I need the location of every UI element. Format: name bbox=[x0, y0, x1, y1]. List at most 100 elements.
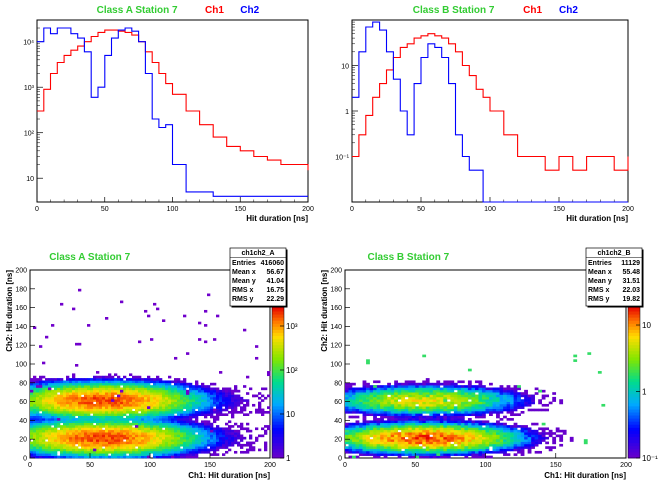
heatmap-cell bbox=[132, 432, 136, 435]
heatmap-cell bbox=[517, 429, 521, 433]
heatmap-cell bbox=[401, 450, 406, 454]
y-tick-label: 10² bbox=[24, 131, 35, 138]
heatmap-cell bbox=[45, 455, 49, 459]
heatmap-cell bbox=[135, 418, 139, 421]
heatmap-cell bbox=[153, 420, 157, 424]
heatmap-cell bbox=[429, 418, 434, 421]
heatmap-cell bbox=[45, 427, 49, 431]
heatmap-cell bbox=[129, 422, 133, 426]
heatmap-cell bbox=[255, 439, 259, 442]
heatmap-cell bbox=[66, 436, 70, 440]
heatmap-cell bbox=[45, 406, 49, 409]
heatmap-cell bbox=[411, 427, 416, 431]
heatmap-cell bbox=[42, 408, 46, 412]
heatmap-cell bbox=[108, 450, 112, 454]
heatmap-cell bbox=[485, 436, 490, 440]
heatmap-cell bbox=[387, 422, 391, 426]
series-line-ch2 bbox=[352, 21, 628, 203]
heatmap-cell bbox=[538, 441, 542, 445]
heatmap-cell bbox=[443, 441, 448, 445]
heatmap-cell bbox=[527, 441, 532, 445]
heatmap-cell bbox=[383, 434, 388, 438]
heatmap-cell bbox=[144, 425, 148, 428]
heatmap-cell bbox=[195, 413, 199, 416]
heatmap-cell bbox=[415, 446, 420, 449]
heatmap-cell bbox=[380, 413, 384, 416]
heatmap-cell bbox=[467, 441, 472, 445]
heatmap-cell bbox=[96, 455, 100, 459]
palette-step bbox=[272, 338, 284, 343]
heatmap-cell bbox=[129, 443, 133, 447]
heatmap-cell bbox=[531, 436, 535, 440]
heatmap-cell bbox=[33, 422, 37, 426]
heatmap-cell bbox=[99, 401, 103, 405]
heatmap-cell bbox=[51, 443, 55, 447]
y-tick-label: 100 bbox=[330, 362, 342, 369]
heatmap-cell bbox=[219, 394, 223, 398]
heatmap-cell bbox=[102, 392, 106, 395]
heatmap-cell bbox=[69, 455, 73, 459]
heatmap-cell bbox=[359, 439, 363, 442]
heatmap-cell bbox=[425, 436, 430, 440]
heatmap-cell bbox=[123, 425, 127, 428]
heatmap-cell bbox=[503, 408, 507, 412]
heatmap-cell bbox=[446, 387, 451, 391]
heatmap-cell bbox=[93, 418, 97, 421]
heatmap-cell bbox=[425, 418, 430, 421]
heatmap-cell bbox=[439, 411, 444, 414]
heatmap-cell bbox=[264, 441, 268, 445]
heatmap-cell bbox=[42, 443, 46, 447]
heatmap-cell bbox=[180, 439, 184, 442]
heatmap-cell bbox=[192, 453, 196, 456]
heatmap-cell bbox=[75, 364, 79, 367]
heatmap-cell bbox=[72, 448, 76, 452]
heatmap-cell bbox=[240, 408, 244, 412]
heatmap-cell bbox=[499, 401, 504, 405]
heatmap-cell bbox=[408, 450, 413, 454]
stats-label: RMS y bbox=[588, 296, 610, 303]
heatmap-cell bbox=[210, 392, 214, 395]
heatmap-cell bbox=[105, 436, 109, 440]
heatmap-cell bbox=[129, 441, 133, 445]
heatmap-cell bbox=[422, 434, 427, 438]
heatmap-cell bbox=[460, 380, 465, 384]
heatmap-cell bbox=[114, 411, 118, 414]
heatmap-cell bbox=[425, 439, 430, 442]
heatmap-cell bbox=[425, 446, 430, 449]
heatmap-cell bbox=[240, 446, 244, 449]
heatmap-cell bbox=[42, 411, 46, 414]
heatmap-cell bbox=[144, 432, 148, 435]
heatmap-cell bbox=[534, 408, 539, 412]
heatmap-cell bbox=[114, 387, 118, 391]
heatmap-cell bbox=[138, 436, 142, 440]
heatmap-cell bbox=[165, 396, 169, 400]
heatmap-cell bbox=[117, 411, 121, 414]
heatmap-cell bbox=[204, 450, 208, 454]
heatmap-cell bbox=[114, 425, 118, 428]
heatmap-cell bbox=[168, 396, 172, 400]
heatmap-cell bbox=[147, 406, 151, 409]
heatmap-cell bbox=[520, 406, 525, 409]
heatmap-cell bbox=[464, 420, 469, 424]
heatmap-cell bbox=[57, 429, 61, 433]
heatmap-cell bbox=[138, 399, 142, 402]
heatmap-cell bbox=[30, 448, 34, 452]
heatmap-cell bbox=[228, 436, 232, 440]
heatmap-cell bbox=[415, 450, 420, 454]
x-axis-label: Ch1: Hit duration [ns] bbox=[544, 471, 626, 480]
heatmap-cell bbox=[457, 418, 462, 421]
palette-step bbox=[272, 363, 284, 367]
heatmap-cell bbox=[159, 413, 163, 416]
heatmap-cell bbox=[117, 406, 121, 409]
heatmap-cell bbox=[496, 392, 500, 395]
heatmap-cell bbox=[531, 441, 535, 445]
heatmap-cell bbox=[210, 387, 214, 391]
heatmap-cell bbox=[162, 418, 166, 421]
heatmap-cell bbox=[467, 448, 472, 452]
heatmap-cell bbox=[45, 399, 49, 402]
heatmap-cell bbox=[87, 385, 91, 388]
heatmap-cell bbox=[373, 415, 377, 419]
heatmap-cell bbox=[48, 418, 52, 421]
heatmap-cell bbox=[467, 450, 472, 454]
heatmap-cell bbox=[150, 427, 154, 431]
